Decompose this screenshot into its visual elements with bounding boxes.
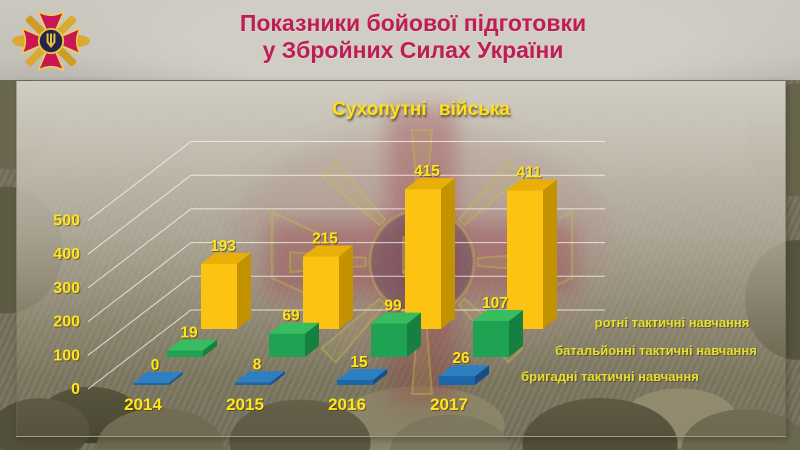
legend-label-series-2: ротні тактичні навчання: [595, 315, 750, 330]
bar-value-label: 215: [312, 231, 338, 248]
bar-2015-series-2: [303, 256, 339, 329]
bar-2014-series-1: [167, 350, 203, 357]
slide-title: Показники бойової підготовки у Збройних …: [0, 10, 800, 64]
bar-2017-series-0: [439, 376, 475, 385]
bar-side-2016: [373, 368, 387, 385]
bar-top-2015: [303, 245, 353, 257]
bar-value-label: 193: [210, 238, 236, 255]
bar-2015-series-1: [269, 333, 305, 357]
slide-title-line1: Показники бойової підготовки: [239, 10, 587, 36]
emblem-trident-icon: [46, 33, 56, 48]
bar-value-label: 411: [516, 164, 541, 181]
bar-side-2015: [339, 245, 353, 329]
bar-top-2016: [405, 178, 455, 190]
gridline: [87, 141, 605, 221]
bar-side-2015: [305, 322, 319, 357]
bar-value-label: 415: [414, 163, 440, 180]
bar-value-label: 26: [452, 350, 470, 367]
bar-side-2014: [203, 339, 217, 357]
bar-2014-series-2: [201, 263, 237, 329]
header-band: Показники бойової підготовки у Збройних …: [0, 0, 800, 80]
bar-2016-series-2: [405, 189, 441, 329]
bar-side-2016: [441, 178, 455, 329]
bar-top-2017: [439, 365, 489, 377]
y-axis-tick-label: 500: [53, 213, 80, 230]
bar-2015-series-0: [235, 382, 271, 385]
bar-top-2015: [269, 322, 319, 334]
bar-side-2017: [509, 309, 523, 357]
bar-2016-series-0: [337, 379, 373, 385]
bar-side-2016: [407, 312, 421, 357]
y-axis-tick-label: 200: [53, 314, 80, 331]
x-axis-label-2015: 2015: [226, 395, 264, 414]
bar-2017-series-2: [507, 190, 543, 329]
bar-2016-series-1: [371, 323, 407, 357]
legend-label-series-1: батальйонні тактичні навчання: [555, 343, 757, 358]
bar-side-2015: [271, 371, 285, 385]
x-axis-label-2017: 2017: [430, 395, 468, 414]
bar-value-label: 0: [151, 357, 160, 374]
bar-side-2017: [475, 365, 489, 385]
bar-value-label: 107: [482, 295, 508, 312]
bar-top-2014: [201, 252, 251, 264]
legend-label-series-0: бригадні тактичні навчання: [521, 369, 699, 384]
bar-value-label: 8: [253, 356, 262, 373]
bar-top-2015: [235, 371, 285, 383]
bar-value-label: 69: [282, 308, 300, 325]
gridline: [87, 309, 605, 390]
y-axis-tick-label: 300: [53, 280, 80, 297]
armed-forces-emblem-icon: [12, 11, 90, 71]
bar-value-label: 19: [180, 325, 198, 342]
bar-top-2017: [507, 179, 557, 191]
bar-top-2016: [337, 368, 387, 380]
chart-title: Сухопутні війська: [332, 99, 510, 120]
bar-top-2016: [371, 312, 421, 324]
bar-2017-series-1: [473, 320, 509, 357]
bar-value-label: 99: [384, 298, 402, 315]
x-axis-label-2014: 2014: [124, 395, 162, 414]
y-axis-tick-label: 100: [53, 347, 80, 364]
bar-side-2014: [169, 372, 183, 385]
gridline: [87, 208, 605, 289]
slide-title-line2: у Збройних Силах України: [262, 37, 564, 63]
bar-top-2014: [167, 339, 217, 351]
x-axis-label-2016: 2016: [328, 395, 366, 414]
bar-side-2014: [237, 252, 251, 329]
y-axis-tick-label: 400: [53, 246, 80, 263]
gridline: [87, 275, 605, 356]
bar-side-2017: [543, 179, 557, 329]
bar-top-2014: [133, 372, 183, 383]
bar-value-label: 15: [350, 354, 368, 371]
y-axis-tick-label: 0: [71, 381, 80, 398]
gridline: [87, 174, 605, 255]
gridline: [87, 242, 605, 322]
bar-top-2017: [473, 309, 523, 321]
bar-2014-series-0: [133, 383, 169, 385]
